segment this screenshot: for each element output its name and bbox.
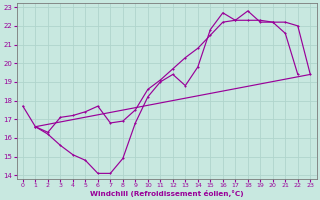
X-axis label: Windchill (Refroidissement éolien,°C): Windchill (Refroidissement éolien,°C) xyxy=(90,190,244,197)
